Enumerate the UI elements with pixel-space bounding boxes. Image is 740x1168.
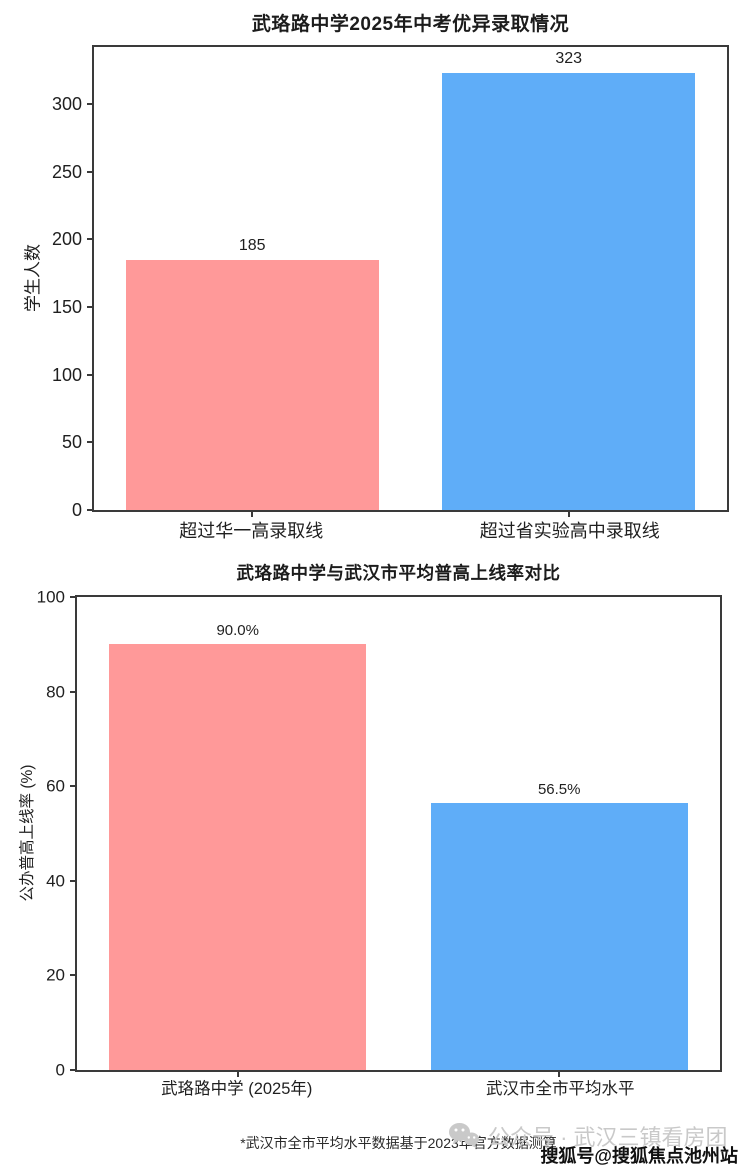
y-tick-label: 20 bbox=[46, 965, 65, 985]
y-tick-label: 300 bbox=[51, 93, 82, 114]
y-tick-label: 0 bbox=[55, 1060, 65, 1080]
bar-0: 185 bbox=[125, 237, 379, 510]
y-tick-label: 50 bbox=[61, 432, 82, 453]
y-tick-mark bbox=[87, 238, 94, 241]
y-tick-mark bbox=[87, 305, 94, 308]
y-tick-mark bbox=[87, 373, 94, 376]
x-tick-mark bbox=[236, 1070, 239, 1077]
y-tick-label: 60 bbox=[46, 776, 65, 796]
y-tick-mark bbox=[87, 102, 94, 105]
bar-1: 323 bbox=[442, 50, 696, 510]
y-tick-mark bbox=[87, 441, 94, 444]
x-tick-mark bbox=[558, 1070, 561, 1077]
bar-value-label: 323 bbox=[555, 49, 583, 67]
x-tick-label: 超过省实验高中录取线 bbox=[479, 521, 660, 541]
y-tick-label: 80 bbox=[46, 682, 65, 702]
y-tick-mark bbox=[87, 170, 94, 173]
y-tick-mark bbox=[87, 509, 94, 511]
chart2-y-axis-label: 公办普高上线率 (%) bbox=[19, 764, 36, 902]
bar-1: 56.5% bbox=[430, 781, 688, 1070]
chart1-title: 武珞路中学2025年中考优异录取情况 bbox=[251, 14, 570, 35]
y-tick-label: 40 bbox=[46, 871, 65, 891]
bar-value-label: 185 bbox=[238, 236, 266, 254]
y-tick-label: 150 bbox=[51, 296, 82, 317]
y-tick-mark bbox=[70, 1069, 77, 1071]
x-tick-mark bbox=[251, 510, 254, 517]
wechat-icon bbox=[448, 1122, 480, 1150]
y-tick-label: 0 bbox=[71, 500, 82, 520]
y-tick-label: 200 bbox=[51, 229, 82, 250]
y-tick-label: 100 bbox=[51, 364, 82, 385]
bar-value-label: 90.0% bbox=[216, 622, 259, 640]
chart1-plot-area: 0 50 100 150 200 250 300 185 323 bbox=[52, 45, 729, 519]
chart2-plot-area: 0 20 40 60 80 100 90.0% 56.5% bbox=[37, 589, 722, 1079]
y-tick-label: 250 bbox=[51, 161, 82, 182]
x-tick-label: 武珞路中学 (2025年) bbox=[161, 1080, 313, 1098]
y-tick-mark bbox=[70, 690, 77, 693]
chart1-y-axis-label: 学生人数 bbox=[23, 244, 43, 312]
sohu-watermark-text: 搜狐号@搜狐焦点池州站 bbox=[540, 1146, 738, 1166]
chart2-title: 武珞路中学与武汉市平均普高上线率对比 bbox=[236, 563, 561, 583]
y-tick-mark bbox=[70, 596, 77, 598]
y-tick-label: 100 bbox=[36, 587, 65, 607]
bar-0: 90.0% bbox=[109, 622, 367, 1070]
x-tick-mark bbox=[567, 510, 570, 517]
wechat-watermark: 公众号 · 武汉三镇看房团 bbox=[448, 1120, 728, 1152]
bar-value-label: 56.5% bbox=[537, 780, 581, 798]
x-tick-label: 超过华一高录取线 bbox=[179, 521, 324, 541]
wechat-watermark-text: 公众号 · 武汉三镇看房团 bbox=[488, 1125, 728, 1150]
x-tick-label: 武汉市全市平均水平 bbox=[486, 1080, 635, 1098]
y-tick-mark bbox=[70, 879, 77, 882]
y-tick-mark bbox=[70, 785, 77, 788]
y-tick-mark bbox=[70, 974, 77, 977]
